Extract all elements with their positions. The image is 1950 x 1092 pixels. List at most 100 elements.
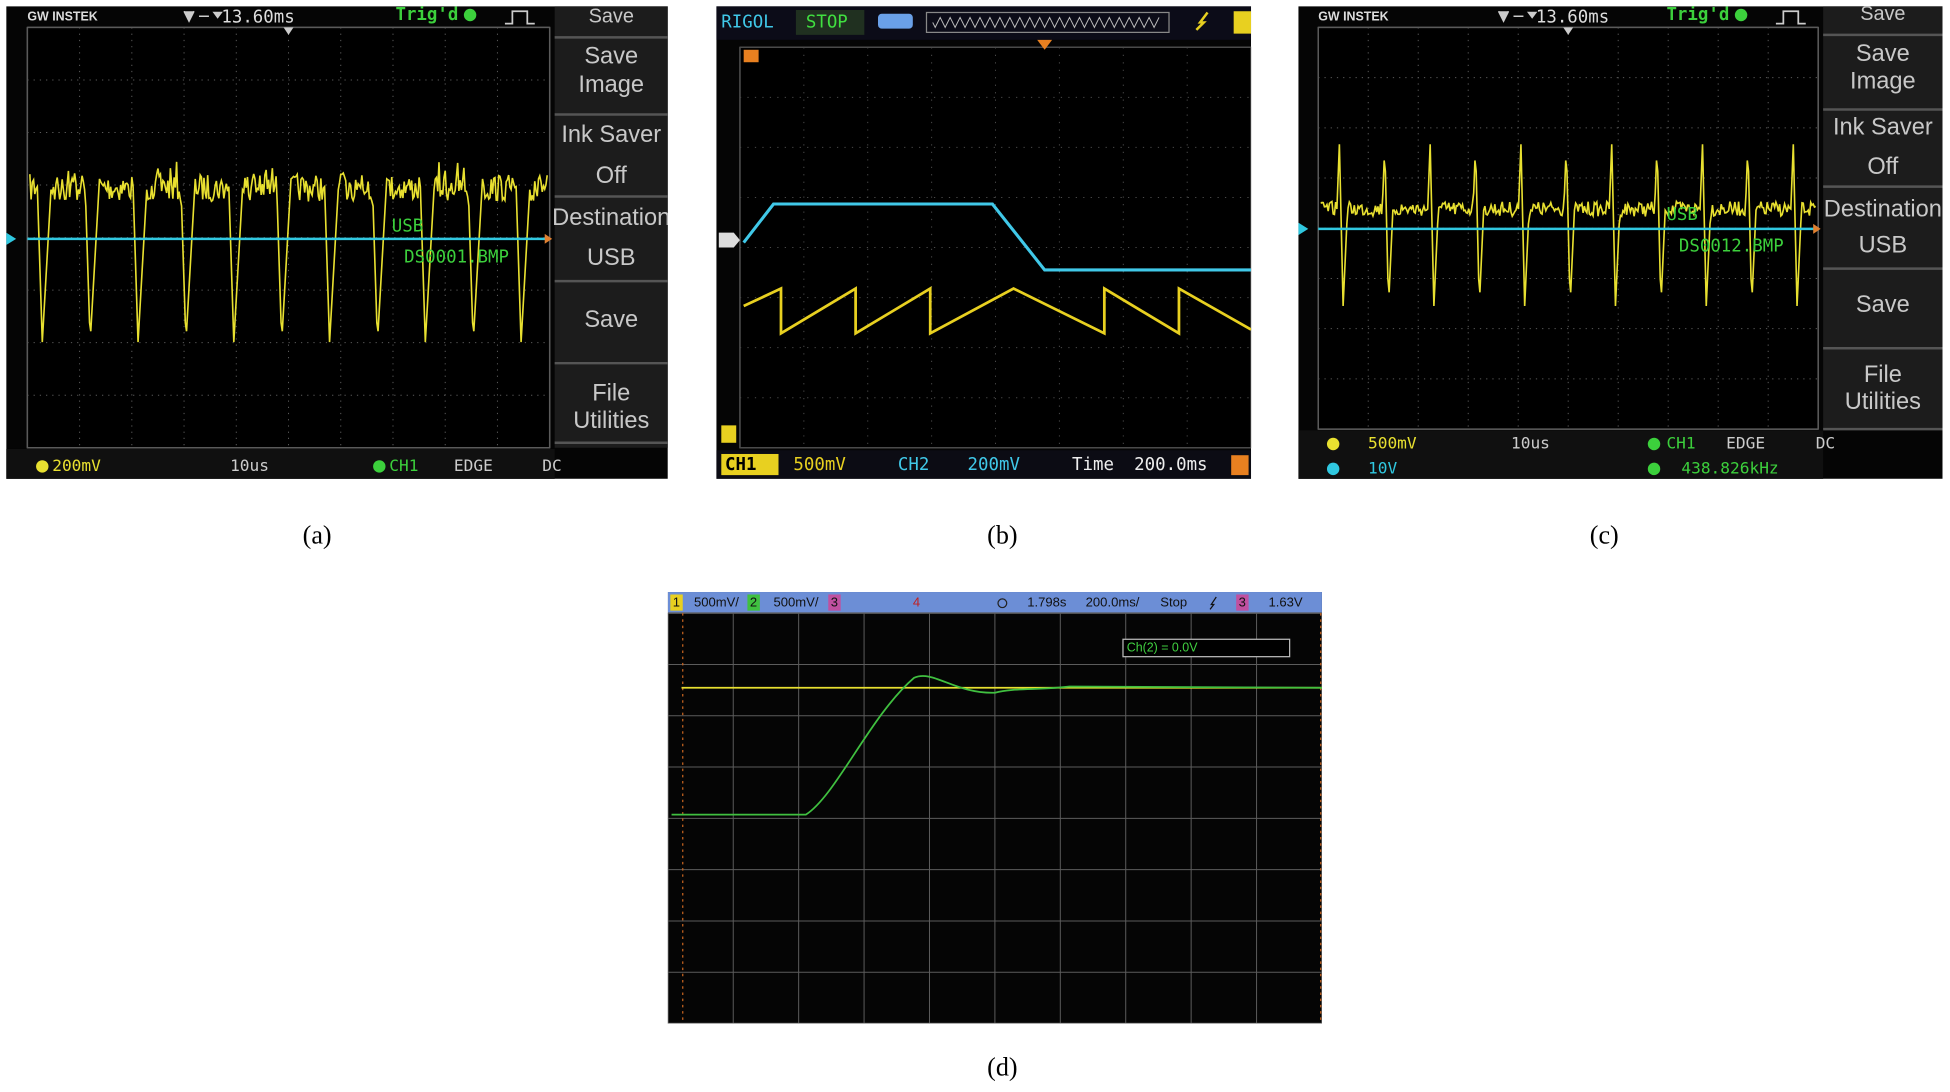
panel: RIGOL STOP CH1 500mV CH2 200mV Time 200.0ms — [716, 6, 1252, 479]
menu-item: Image — [1850, 68, 1916, 94]
status-item: CH1 — [1666, 434, 1695, 453]
brightness-icon — [997, 598, 1008, 609]
channel-icon — [1647, 462, 1661, 476]
status-item: 200.0ms — [1134, 455, 1207, 475]
channel-icon — [1326, 437, 1340, 451]
timebase: 13.60ms — [1536, 7, 1609, 27]
ch1-status-box — [721, 453, 779, 476]
status-item: CH1 — [389, 456, 418, 475]
trigger-marker — [283, 27, 294, 35]
caption: (c) — [1590, 520, 1619, 549]
state-box — [795, 9, 865, 35]
screen-label: DS0012.BMP — [1679, 236, 1784, 256]
header-bar — [667, 592, 1322, 614]
pulse-icon — [1775, 10, 1806, 25]
brand: RIGOL — [721, 12, 773, 32]
status-item: 500mV — [1368, 434, 1417, 453]
status-item: 10V — [1368, 458, 1397, 477]
ch-marker — [6, 232, 17, 246]
brand: GW INSTEK — [1318, 10, 1388, 24]
header-item: 1.63V — [1268, 595, 1302, 610]
menu — [1823, 6, 1943, 430]
menu-item: USB — [1859, 233, 1908, 259]
header-item: 1.798s — [1027, 595, 1067, 610]
screen-label: USB — [1666, 205, 1697, 225]
status-item: DC — [542, 456, 561, 475]
status-item: CH2 — [898, 455, 929, 475]
panel: 1 500mV/2 500mV/3 4 1.798s 200.0ms/Stop 3 1.63V… — [667, 592, 1322, 1024]
menu-item: Off — [1867, 154, 1898, 180]
ch1-trace — [29, 161, 548, 343]
trig-level — [1813, 223, 1821, 234]
trig-level — [544, 233, 553, 244]
header-item: 500mV/ — [694, 595, 739, 610]
status-item: 500mV — [793, 455, 845, 475]
memory-bar — [925, 11, 1170, 34]
brand: GW INSTEK — [27, 10, 97, 24]
trigger-status: Trig'd — [395, 5, 458, 25]
panel: GW INSTEK 13.60ms Trig'd USB DS0001.BMP Save S… — [6, 5, 670, 479]
menu-item: Utilities — [1845, 389, 1921, 415]
trigger-badge — [743, 49, 759, 63]
run-state: STOP — [806, 12, 848, 32]
screen-label: USB — [392, 216, 423, 236]
header-item: 3 — [1239, 595, 1246, 610]
trig-badge — [1231, 455, 1249, 476]
channel-icon — [1326, 462, 1340, 476]
ch2-trace — [742, 202, 1252, 272]
timebase-icon — [1497, 10, 1538, 23]
status-item: 200mV — [52, 456, 101, 475]
menu-item: Save — [589, 6, 634, 28]
panel: GW INSTEK 13.60ms Trig'd USB DS0012.BMP Save S… — [1298, 3, 1943, 479]
menu-item: USB — [587, 245, 636, 271]
status-item: 10us — [1511, 434, 1550, 453]
timebase-icon — [183, 10, 223, 23]
memory-wave — [932, 16, 1160, 29]
trigger-dot — [1734, 8, 1748, 22]
channel-icon — [373, 460, 386, 473]
channel-badge — [1236, 594, 1249, 611]
trigger-status: Trig'd — [1666, 5, 1729, 25]
ch1-marker — [721, 425, 737, 443]
status-bar — [1298, 430, 1824, 479]
menu-item: Destination — [552, 205, 670, 231]
status-item: EDGE — [454, 456, 493, 475]
caption: (d) — [987, 1053, 1017, 1082]
ch2-trace — [671, 675, 1322, 816]
menu-item: Image — [578, 72, 644, 98]
pulse-icon — [504, 10, 535, 25]
menu-item: Save — [584, 43, 638, 69]
readout-box — [1122, 638, 1291, 658]
channel-icon — [36, 460, 49, 473]
menu-item: Destination — [1824, 196, 1942, 222]
trigger-dot — [463, 8, 477, 22]
ch1-trace — [1320, 144, 1817, 307]
status-item: DC — [1816, 434, 1835, 453]
status-bar — [716, 450, 1252, 479]
menu-item: File — [592, 381, 630, 407]
trigger-marker — [1563, 27, 1574, 35]
status-item: 438.826kHz — [1681, 458, 1778, 477]
trigger-marker — [1037, 39, 1053, 50]
menu-item: Save — [1856, 41, 1910, 67]
status-item: Time — [1072, 455, 1114, 475]
ref-marker — [718, 232, 740, 248]
usb-icon — [877, 13, 913, 29]
channel-icon — [1647, 437, 1661, 451]
menu-item: File — [1864, 362, 1902, 388]
menu-item: Utilities — [573, 408, 649, 434]
screen-label: DS0001.BMP — [404, 247, 509, 267]
header-item: 1 — [673, 595, 680, 610]
channel-badge — [670, 594, 683, 611]
ch-marker — [1298, 222, 1309, 236]
status-bar — [6, 448, 555, 479]
channel-badge — [828, 594, 841, 611]
header-item: Stop — [1160, 595, 1187, 610]
menu-item: Save — [1860, 3, 1905, 25]
menu — [554, 6, 668, 448]
channel-badge — [747, 594, 760, 611]
edge-icon — [1209, 596, 1217, 610]
menu-item: Save — [1856, 292, 1910, 318]
readout: Ch(2) = 0.0V — [1127, 640, 1198, 654]
